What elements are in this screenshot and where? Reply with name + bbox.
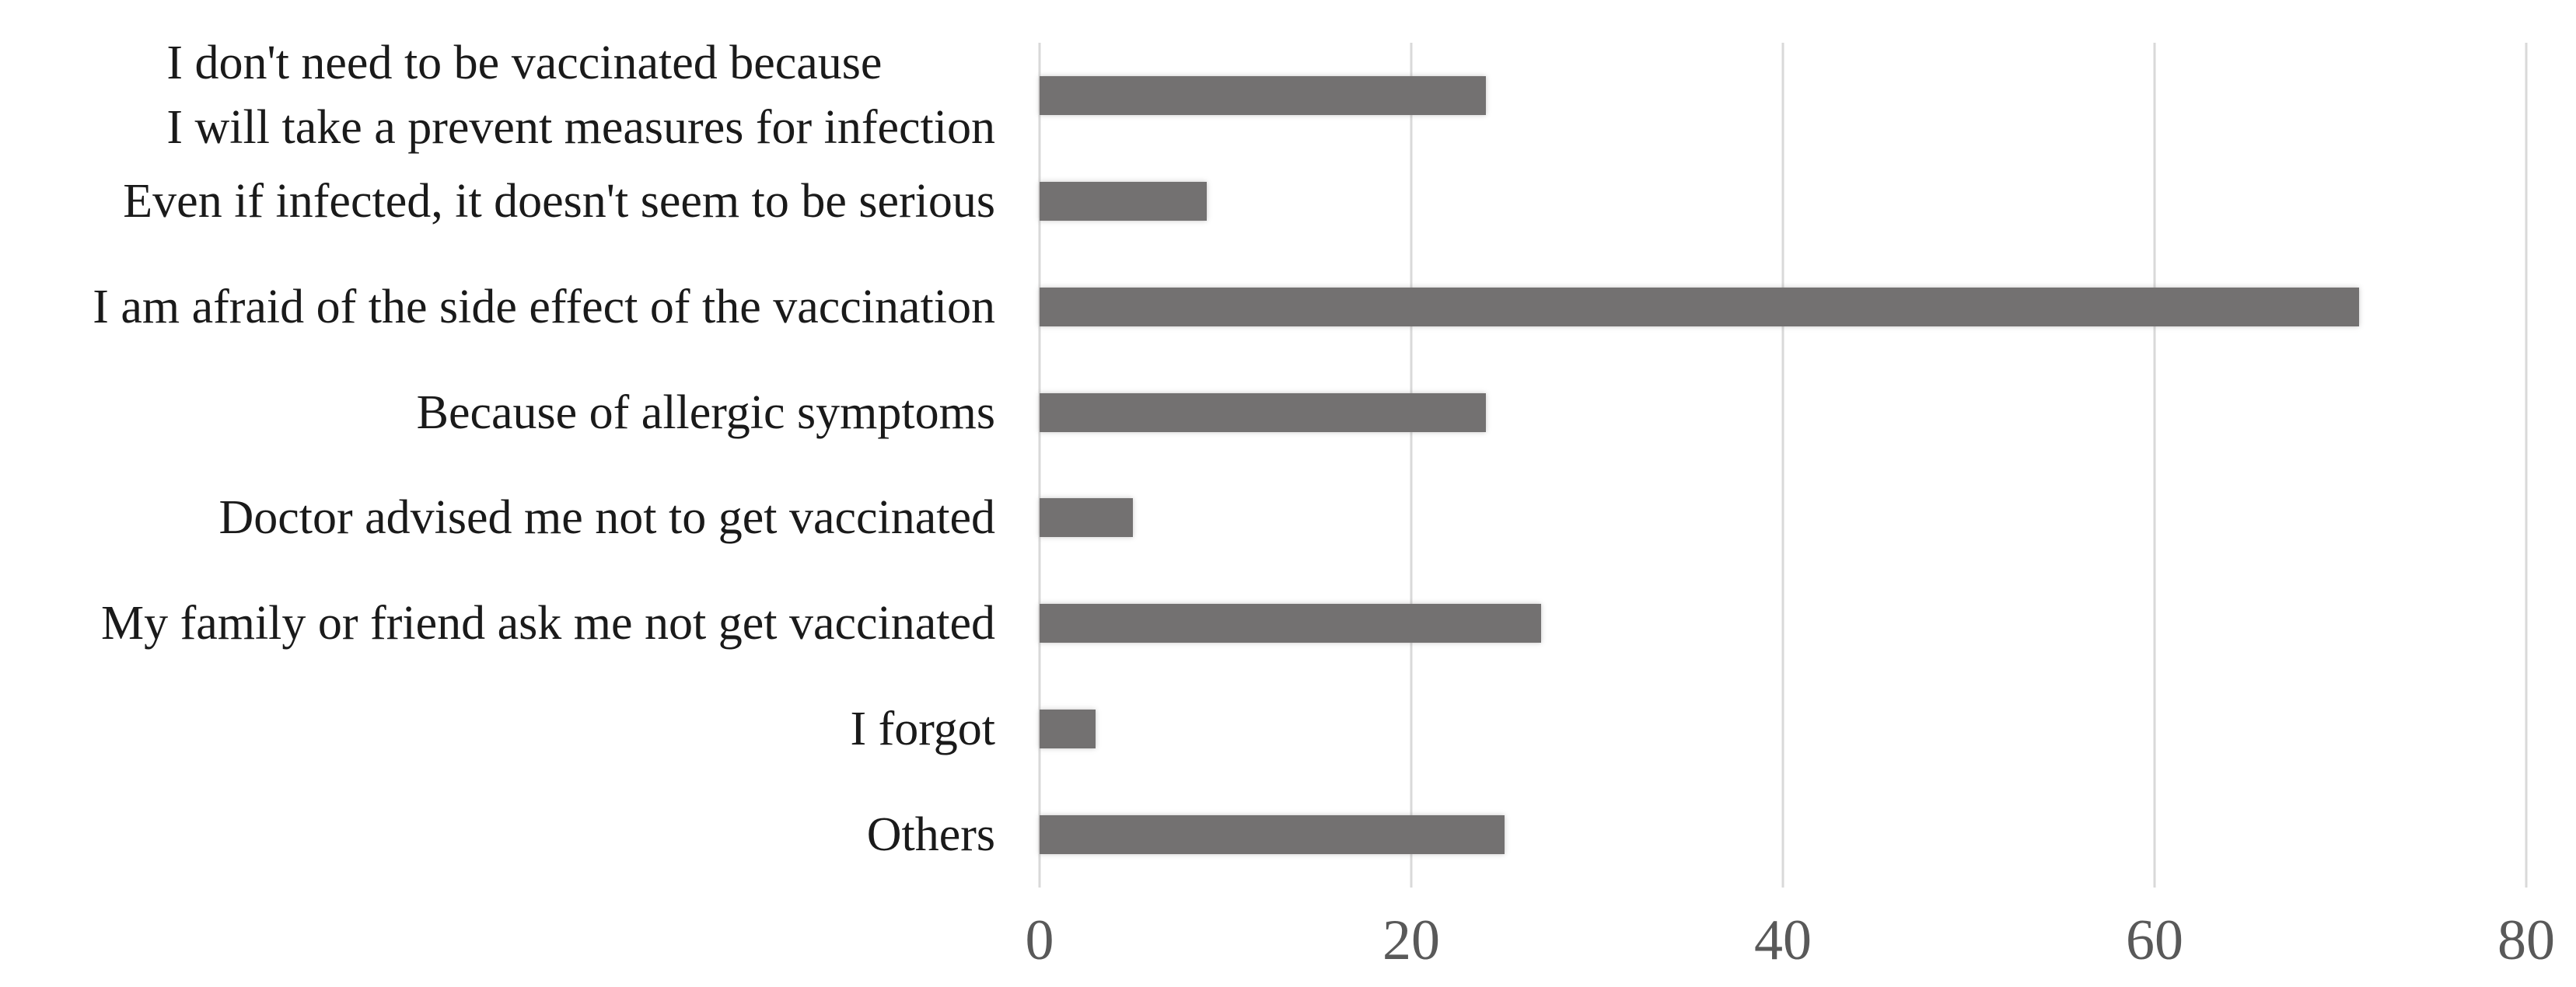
bar-no-need-prevent-measures — [1040, 76, 1486, 115]
category-label: I forgot — [850, 702, 995, 755]
bar-i-forgot — [1040, 710, 1096, 748]
category-label: Because of allergic symptoms — [416, 385, 995, 439]
gridline-20 — [1410, 43, 1413, 888]
category-label-row: Even if infected, it doesn't seem to be … — [0, 148, 995, 254]
category-label-row: My family or friend ask me not get vacci… — [0, 570, 995, 676]
category-label: I am afraid of the side effect of the va… — [93, 280, 995, 333]
category-label-row: Doctor advised me not to get vaccinated — [0, 465, 995, 570]
x-tick-label-20: 20 — [1382, 909, 1440, 972]
gridline-80 — [2525, 43, 2528, 888]
x-tick-label-80: 80 — [2497, 909, 2555, 972]
gridline-40 — [1781, 43, 1784, 888]
bar-afraid-of-side-effect — [1040, 288, 2359, 326]
category-label-row: I am afraid of the side effect of the va… — [0, 254, 995, 360]
category-label: Doctor advised me not to get vaccinated — [218, 490, 995, 544]
bar-others — [1040, 815, 1505, 854]
x-tick-label-40: 40 — [1754, 909, 1812, 972]
category-label-row: Others — [0, 782, 995, 888]
x-tick-label-60: 60 — [2126, 909, 2183, 972]
gridline-0 — [1038, 43, 1041, 888]
category-label-row: I forgot — [0, 676, 995, 782]
bar-doctor-advised-not — [1040, 498, 1133, 537]
bar-allergic-symptoms — [1040, 393, 1486, 432]
category-label-row: Because of allergic symptoms — [0, 360, 995, 466]
category-label: I don't need to be vaccinated because I … — [166, 37, 995, 154]
bar-family-friend-ask-not — [1040, 604, 1542, 643]
bar-not-serious-if-infected — [1040, 182, 1208, 221]
category-label: Others — [866, 807, 995, 861]
plot-area — [1038, 43, 2528, 888]
category-label: My family or friend ask me not get vacci… — [100, 596, 995, 650]
category-label-row: I don't need to be vaccinated because I … — [0, 37, 995, 154]
gridline-60 — [2153, 43, 2156, 888]
x-tick-label-0: 0 — [1025, 909, 1054, 972]
category-label: Even if infected, it doesn't seem to be … — [123, 174, 995, 228]
